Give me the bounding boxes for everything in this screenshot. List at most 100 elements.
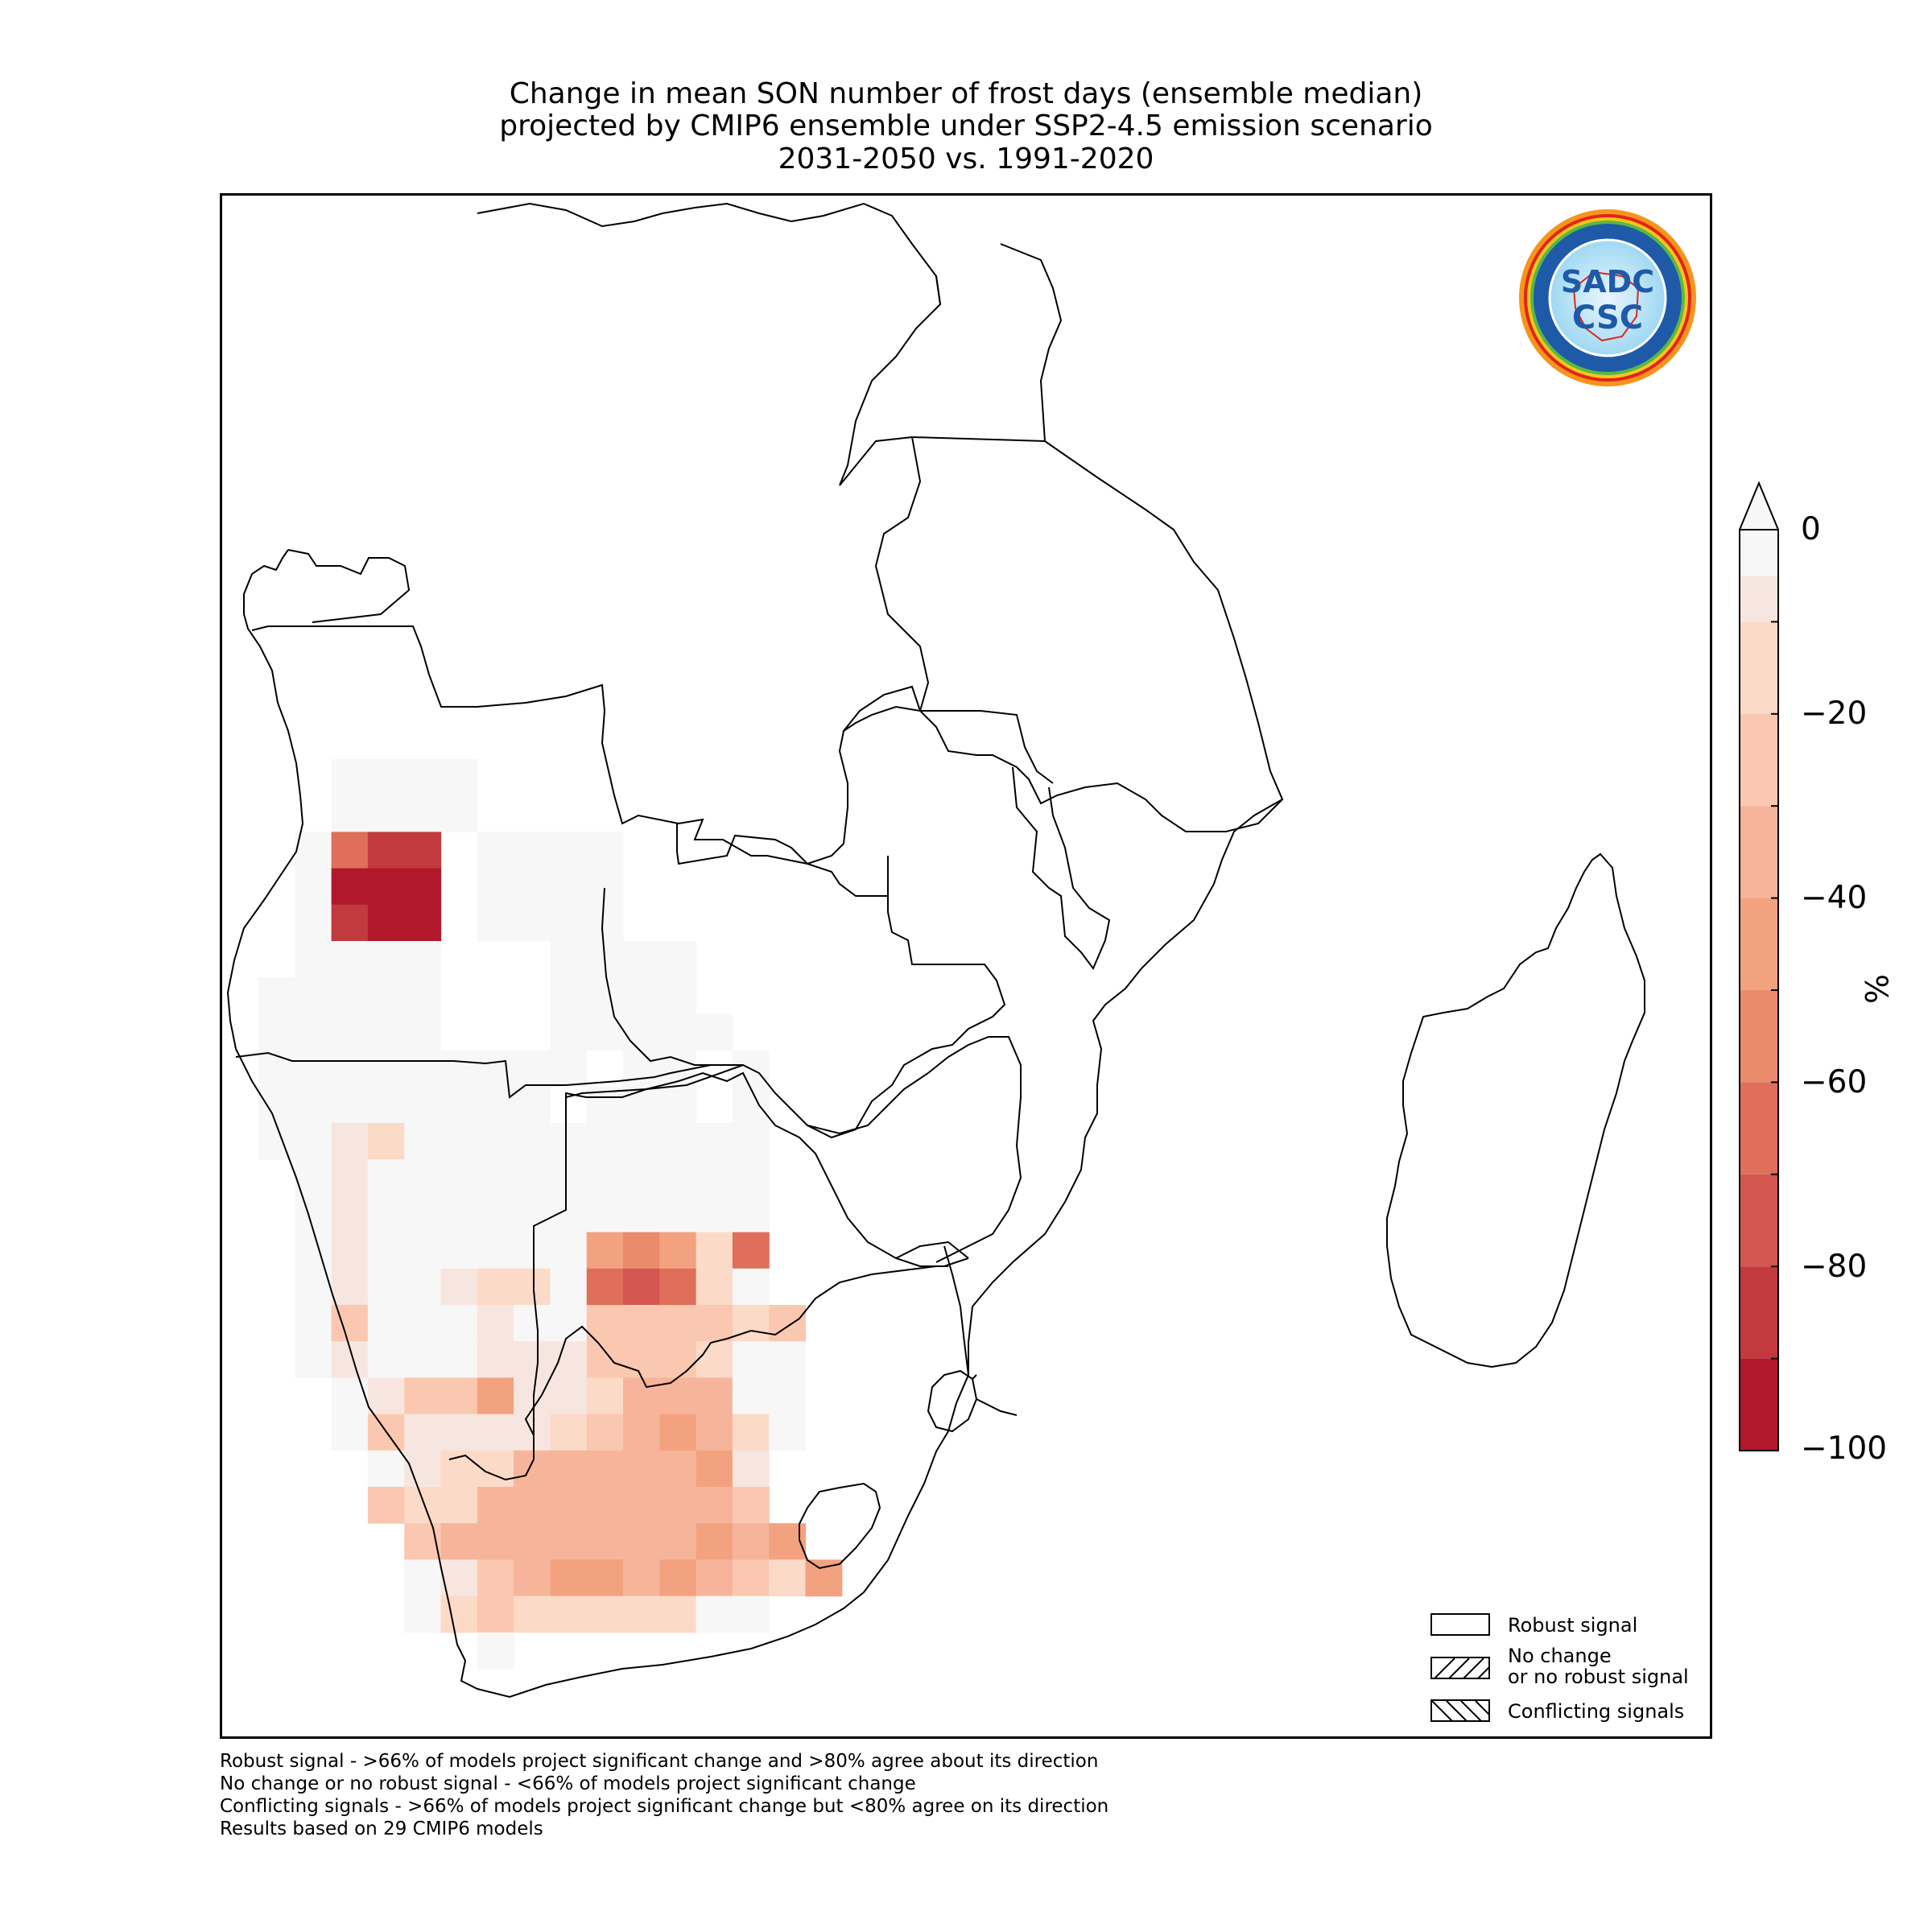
title-line-3: 2031-2050 vs. 1991-2020	[778, 142, 1154, 175]
grid-cell	[331, 1159, 369, 1196]
border-namibia-south-africa	[448, 1435, 535, 1481]
grid-cell	[404, 1487, 478, 1524]
colorbar-bin	[1740, 806, 1778, 898]
grid-cell	[295, 1268, 332, 1306]
legend-robust-label: Robust signal	[1508, 1614, 1638, 1637]
grid-cell	[586, 1377, 624, 1415]
grid-cell	[514, 1377, 588, 1415]
grid-cell	[404, 1596, 442, 1633]
cb-tick-5: −100	[1801, 1430, 1888, 1467]
grid-cell	[514, 1450, 588, 1488]
grid-cell	[258, 1123, 332, 1160]
grid-cell	[404, 1377, 478, 1415]
grid-cell	[696, 1013, 733, 1051]
grid-cell	[586, 1305, 733, 1342]
grid-cell	[331, 868, 442, 906]
title-line-1: Change in mean SON number of frost days …	[509, 77, 1423, 110]
legend-no-change-swatch	[1430, 1657, 1490, 1679]
border-drc-zambia	[676, 705, 1283, 865]
grid-cell	[258, 1086, 551, 1124]
grid-cell	[477, 1632, 514, 1670]
grid-cell	[477, 1559, 514, 1597]
grid-cell	[295, 1232, 332, 1269]
cb-tick-0: 0	[1801, 511, 1821, 547]
grid-cell	[550, 941, 697, 978]
colorbar-frame	[1739, 529, 1779, 1451]
legend-robust-swatch	[1430, 1613, 1490, 1636]
border-tanzania-east	[935, 243, 1063, 442]
grid-cell	[367, 1305, 478, 1342]
grid-cell	[623, 1050, 697, 1088]
legend-conflicting-swatch	[1430, 1699, 1490, 1722]
colorbar-bin	[1740, 898, 1778, 990]
grid-cell	[696, 1559, 733, 1597]
grid-cell	[477, 868, 624, 906]
grid-cell	[477, 1268, 551, 1306]
grid-cell	[659, 1559, 697, 1597]
border-malawi	[1012, 766, 1111, 970]
map-panel: Robust signal No change or no robust sig…	[220, 193, 1712, 1739]
grid-cell	[367, 1268, 442, 1306]
grid-cell	[404, 1123, 770, 1160]
grid-cell	[367, 1450, 405, 1488]
border-namibia	[235, 1051, 744, 1435]
grid-cell	[477, 832, 624, 869]
grid-cell	[367, 1232, 588, 1269]
border-zambia-south	[601, 887, 1006, 1139]
colorbar-bin	[1740, 1358, 1778, 1451]
grid-cell	[586, 1487, 697, 1524]
grid-cell	[477, 1341, 588, 1378]
map-svg	[226, 202, 1645, 1699]
country-borders	[226, 202, 1645, 1699]
eswatini-outline	[927, 1369, 978, 1433]
grid-cell	[732, 1232, 770, 1269]
cb-tick-4: −80	[1801, 1249, 1868, 1285]
colorbar-bin	[1740, 576, 1778, 622]
grid-cell	[367, 1341, 478, 1378]
grid-cell	[477, 1596, 514, 1633]
grid-cell	[732, 1414, 770, 1451]
footnote-1: Robust signal - >66% of models project s…	[220, 1751, 1099, 1772]
cb-tick-2: −40	[1801, 880, 1868, 916]
grid-cell	[331, 1123, 369, 1160]
grid-cell	[769, 1305, 807, 1342]
grid-cell	[514, 1305, 588, 1342]
grid-cell	[514, 1050, 588, 1088]
grid-cell	[696, 1414, 733, 1451]
grid-cell	[586, 1268, 624, 1306]
grid-cell	[514, 1559, 551, 1597]
grid-cell	[477, 1487, 588, 1524]
grid-cell	[623, 1377, 733, 1415]
footnote-2: No change or no robust signal - <66% of …	[220, 1773, 916, 1794]
grid-cell	[696, 1596, 770, 1633]
lesotho-outline	[799, 1482, 881, 1570]
grid-cell	[258, 977, 442, 1014]
grid-cell	[367, 1123, 405, 1160]
colorbar-unit-label: %	[1857, 974, 1893, 1005]
grid-cell	[514, 1596, 697, 1633]
border-drc-north	[287, 549, 411, 623]
grid-cell	[440, 1596, 478, 1633]
grid-cell	[295, 868, 332, 906]
grid-cell	[696, 1232, 733, 1269]
grid-cell	[659, 1232, 697, 1269]
grid-cell	[732, 1268, 770, 1306]
grid-cell	[331, 1377, 369, 1415]
grid-cell	[550, 1559, 624, 1597]
sadc-csc-logo-icon: SADC CSC	[1519, 209, 1696, 386]
grid-cell	[367, 1487, 405, 1524]
cb-tick-3: −60	[1801, 1064, 1868, 1100]
forward-hatch-icon	[1434, 1658, 1488, 1678]
grid-cell	[696, 1523, 733, 1560]
grid-cell	[732, 1086, 770, 1124]
colorbar-bin	[1740, 1082, 1778, 1174]
logo-sub-text: CSC	[1572, 299, 1643, 336]
grid-cell	[586, 1414, 624, 1451]
colorbar-bin	[1740, 1266, 1778, 1359]
grid-cell	[696, 1450, 733, 1488]
colorbar	[1739, 481, 1779, 1451]
grid-cell	[367, 832, 442, 869]
africa-coastline	[226, 202, 1284, 1699]
grid-cell	[404, 1414, 551, 1451]
grid-cell	[550, 1268, 588, 1306]
